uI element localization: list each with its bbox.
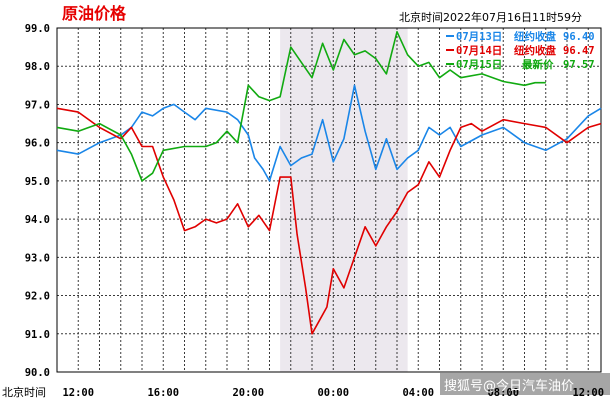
shaded-region — [280, 28, 408, 372]
timestamp: 北京时间2022年07月16日11时59分 — [399, 10, 582, 24]
legend-date-0713: 07月13日 — [456, 31, 502, 43]
legend: 07月13日 纽约收盘 96.40 07月14日 纽约收盘 96.47 07月1… — [446, 30, 595, 71]
x-tick-label: 04:00 — [402, 387, 434, 399]
x-tick-label: 16:00 — [147, 387, 179, 399]
watermark-text: 搜狐号@今日汽车油价 — [444, 378, 574, 394]
x-tick-label: 08:00 — [487, 387, 519, 399]
legend-value-0714: 96.47 — [563, 45, 595, 57]
series-line-07月14日 — [56, 107, 602, 335]
legend-value-0713: 96.40 — [563, 31, 595, 43]
legend-date-0714: 07月14日 — [456, 45, 502, 57]
y-tick-label: 94.0 — [25, 214, 50, 226]
y-tick-label: 98.0 — [25, 61, 50, 73]
plot-frame — [56, 27, 602, 373]
y-tick-label: 92.0 — [25, 291, 50, 303]
x-tick-label: 00:00 — [317, 387, 349, 399]
legend-item-0713: 07月13日 纽约收盘 96.40 — [446, 30, 595, 43]
legend-label-0713: 纽约收盘 — [514, 30, 556, 43]
legend-date-0715: 07月15日 — [456, 59, 502, 71]
y-tick-label: 91.0 — [25, 329, 50, 341]
series-line-07月13日 — [56, 84, 602, 182]
legend-item-0715: 07月15日 最新价 97.57 — [446, 58, 595, 71]
y-tick-label: 90.0 — [25, 367, 50, 379]
tick-layer: 99.0 98.0 97.0 96.0 95.0 94.0 93.0 92.0 91.0 90.0… — [2, 23, 604, 399]
watermark-backdrop — [440, 373, 610, 395]
y-tick-label: 99.0 — [25, 23, 50, 35]
y-tick-label: 96.0 — [25, 138, 50, 150]
y-tick-label: 97.0 — [25, 99, 50, 111]
legend-value-0715: 97.57 — [563, 59, 595, 71]
x-tick-label: 12:00 — [62, 387, 94, 399]
series-layer — [56, 31, 602, 335]
y-tick-label: 95.0 — [25, 176, 50, 188]
shade-layer — [280, 28, 408, 372]
watermark: 搜狐号@今日汽车油价 — [440, 373, 610, 395]
x-tick-label: 12:00 — [572, 387, 604, 399]
y-tick-label: 93.0 — [25, 252, 50, 264]
chart-title: 原油价格 — [62, 4, 127, 23]
x-tick-label: 20:00 — [232, 387, 264, 399]
legend-item-0714: 07月14日 纽约收盘 96.47 — [446, 44, 595, 57]
x-axis-label: 北京时间 — [2, 385, 46, 399]
legend-label-0714: 纽约收盘 — [514, 44, 556, 57]
series-line-07月15日 — [56, 31, 546, 182]
legend-label-0715: 最新价 — [522, 58, 554, 71]
